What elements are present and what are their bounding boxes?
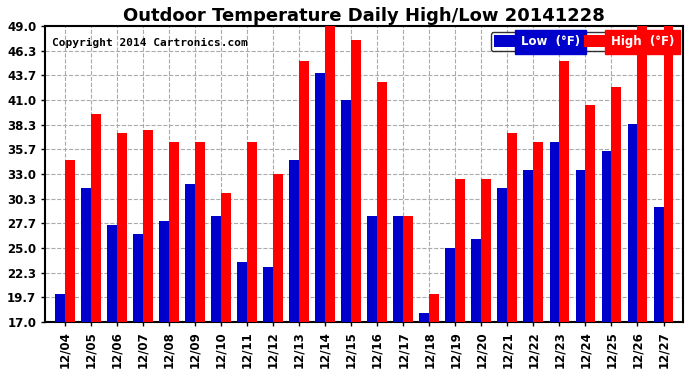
Bar	[133, 234, 143, 322]
Title: Outdoor Temperature Daily High/Low 20141228: Outdoor Temperature Daily High/Low 20141…	[124, 7, 605, 25]
Bar	[247, 142, 257, 322]
Bar	[403, 216, 413, 322]
Bar	[533, 142, 543, 322]
Bar	[107, 225, 117, 322]
Bar	[299, 61, 309, 322]
Bar	[351, 40, 361, 322]
Bar	[524, 170, 533, 322]
Bar	[393, 216, 403, 322]
Bar	[560, 61, 569, 322]
Bar	[429, 294, 439, 322]
Bar	[117, 133, 127, 322]
Bar	[585, 105, 595, 322]
Bar	[420, 313, 429, 322]
Bar	[367, 216, 377, 322]
Bar	[602, 151, 611, 322]
Bar	[221, 193, 231, 322]
Bar	[273, 174, 283, 322]
Bar	[211, 216, 221, 322]
Text: Copyright 2014 Cartronics.com: Copyright 2014 Cartronics.com	[52, 38, 247, 48]
Bar	[315, 73, 325, 322]
Bar	[507, 133, 518, 322]
Bar	[575, 170, 585, 322]
Bar	[143, 130, 152, 322]
Bar	[342, 100, 351, 322]
Bar	[91, 114, 101, 322]
Legend: Low  (°F), High  (°F): Low (°F), High (°F)	[491, 32, 677, 51]
Bar	[81, 188, 91, 322]
Bar	[482, 179, 491, 322]
Bar	[471, 239, 482, 322]
Bar	[664, 27, 673, 322]
Bar	[628, 123, 638, 322]
Bar	[377, 82, 387, 322]
Bar	[263, 267, 273, 322]
Bar	[325, 27, 335, 322]
Bar	[455, 179, 465, 322]
Bar	[169, 142, 179, 322]
Bar	[185, 184, 195, 322]
Bar	[237, 262, 247, 322]
Bar	[445, 248, 455, 322]
Bar	[159, 220, 169, 322]
Bar	[55, 294, 65, 322]
Bar	[611, 87, 622, 322]
Bar	[653, 207, 664, 322]
Bar	[289, 160, 299, 322]
Bar	[195, 142, 205, 322]
Bar	[497, 188, 507, 322]
Bar	[65, 160, 75, 322]
Bar	[638, 27, 647, 322]
Bar	[549, 142, 560, 322]
